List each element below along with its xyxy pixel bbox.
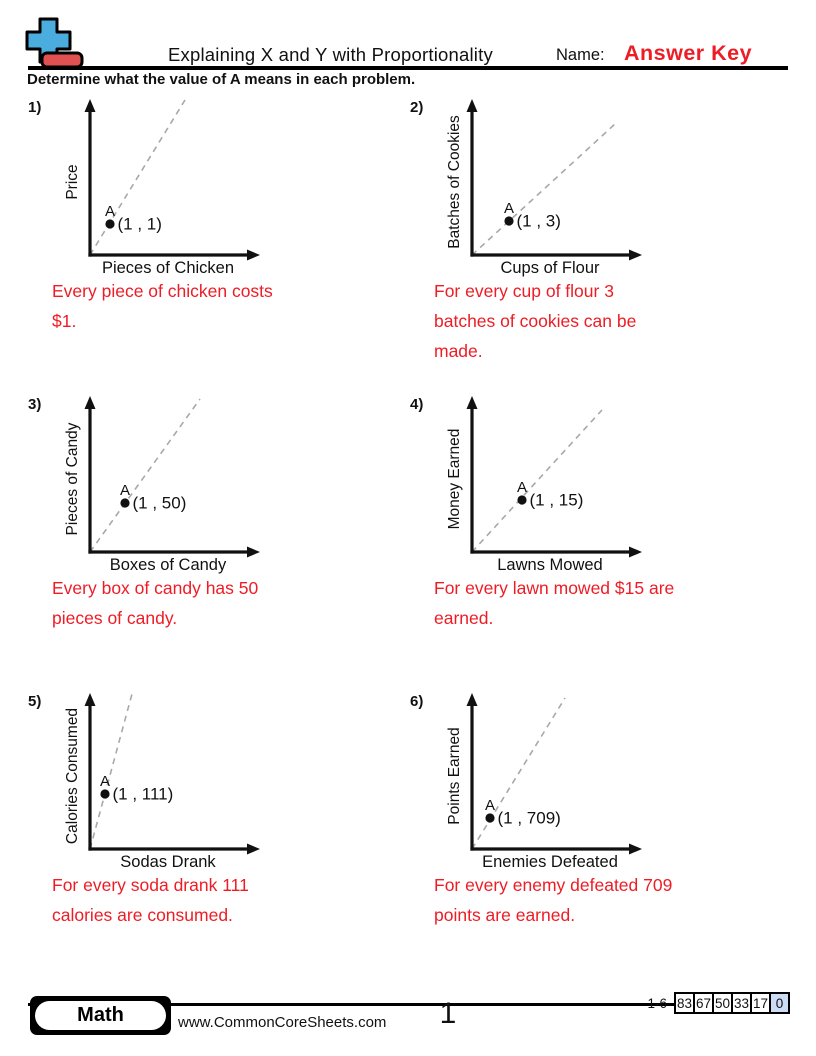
y-axis-arrow-icon bbox=[84, 99, 96, 112]
score-cell-33: 33 bbox=[731, 992, 752, 1014]
problem-2: 2) A (1 , 3) Cups of Flour Batches of Cookie… bbox=[410, 96, 786, 388]
answer-text: For every cup of flour 3 batches of cook… bbox=[434, 281, 637, 361]
x-axis-arrow-icon bbox=[247, 249, 260, 261]
instructions-text: Determine what the value of A means in e… bbox=[27, 71, 416, 88]
subject-badge-label: Math bbox=[35, 1001, 166, 1030]
point-coordinates: (1 , 111) bbox=[113, 785, 174, 804]
problems-grid: 1) A (1 , 1) Pieces of Chicken Price Every pi… bbox=[28, 96, 786, 982]
proportionality-graph: A(1 , 111) Sodas Drank Calories Consumed bbox=[64, 693, 260, 871]
y-axis-label: Calories Consumed bbox=[64, 708, 81, 844]
x-axis-label: Boxes of Candy bbox=[110, 556, 227, 574]
minus-icon bbox=[40, 51, 84, 69]
subject-badge: Math bbox=[30, 996, 171, 1035]
point-a-dot bbox=[100, 789, 110, 799]
score-cell-17: 17 bbox=[750, 992, 771, 1014]
problem-number: 4) bbox=[410, 396, 424, 413]
page-title: Explaining X and Y with Proportionality bbox=[168, 44, 493, 65]
answer-text: Every box of candy has 50 pieces of cand… bbox=[52, 578, 259, 628]
point-a-dot bbox=[120, 498, 130, 508]
answer-key-text: Answer Key bbox=[624, 41, 753, 65]
header-divider bbox=[28, 66, 788, 70]
answer-text: For every enemy defeated 709 points are … bbox=[434, 875, 673, 925]
x-axis-arrow-icon bbox=[629, 546, 642, 558]
problem-1: 1) A (1 , 1) Pieces of Chicken Price Every pi… bbox=[28, 96, 404, 388]
y-axis-arrow-icon bbox=[466, 693, 478, 706]
y-axis-label: Money Earned bbox=[446, 429, 463, 530]
x-axis-arrow-icon bbox=[247, 546, 260, 558]
x-axis-arrow-icon bbox=[247, 843, 260, 855]
proportionality-graph: A(1 , 709) Enemies Defeated Points Earned bbox=[446, 693, 642, 871]
x-axis-label: Sodas Drank bbox=[120, 853, 216, 871]
x-axis-arrow-icon bbox=[629, 249, 642, 261]
proportional-dashed-line bbox=[89, 99, 186, 256]
score-cell-0: 0 bbox=[769, 992, 790, 1014]
point-a-label: A bbox=[517, 479, 527, 496]
name-label: Name: bbox=[556, 46, 605, 64]
answer-text: For every lawn mowed $15 are earned. bbox=[434, 578, 675, 628]
website-text: www.CommonCoreSheets.com bbox=[178, 1014, 387, 1031]
problem-3: 3) A (1 , 50) Boxes of Candy Pieces of Candy… bbox=[28, 393, 404, 685]
y-axis-arrow-icon bbox=[466, 396, 478, 409]
problem-4: 4) A (1 , 15) Lawns Mowed Money Earned For ev… bbox=[410, 393, 786, 685]
footer-divider bbox=[28, 1003, 788, 1006]
problem-number: 1) bbox=[28, 99, 42, 116]
proportional-dashed-line bbox=[471, 409, 603, 553]
problem-number: 5) bbox=[28, 693, 42, 710]
answer-text: For every soda drank 111 calories are co… bbox=[52, 875, 249, 925]
y-axis-label: Price bbox=[64, 164, 81, 199]
answer-text: Every piece of chicken costs $1. bbox=[52, 281, 273, 331]
x-axis-label: Pieces of Chicken bbox=[102, 259, 234, 277]
score-cells: 83 67 50 33 17 0 bbox=[674, 992, 790, 1014]
proportional-dashed-line bbox=[89, 398, 201, 553]
y-axis-arrow-icon bbox=[466, 99, 478, 112]
score-table: 1-6 83 67 50 33 17 0 bbox=[647, 992, 790, 1014]
score-cell-83: 83 bbox=[674, 992, 695, 1014]
point-a-dot bbox=[105, 219, 115, 229]
commoncoresheets-logo bbox=[25, 17, 84, 69]
problem-6: 6) A (1 , 709) Enemies Defeated Points Earne… bbox=[410, 690, 786, 982]
y-axis-arrow-icon bbox=[84, 693, 96, 706]
point-coordinates: (1 , 15) bbox=[530, 491, 584, 510]
point-a-label: A bbox=[485, 797, 495, 814]
point-a-label: A bbox=[504, 200, 514, 217]
page-number: 1 bbox=[439, 997, 457, 1030]
y-axis-label: Points Earned bbox=[446, 727, 463, 824]
x-axis-arrow-icon bbox=[629, 843, 642, 855]
point-a-label: A bbox=[105, 203, 115, 220]
point-a-dot bbox=[485, 813, 495, 823]
problem-number: 6) bbox=[410, 693, 424, 710]
point-a-label: A bbox=[100, 773, 110, 790]
x-axis-label: Lawns Mowed bbox=[497, 556, 602, 574]
proportionality-graph: A(1 , 50) Boxes of Candy Pieces of Candy bbox=[64, 396, 260, 574]
point-a-dot bbox=[504, 216, 514, 226]
proportional-dashed-line bbox=[89, 693, 133, 850]
problem-number: 3) bbox=[28, 396, 42, 413]
point-coordinates: (1 , 709) bbox=[498, 809, 561, 828]
y-axis-arrow-icon bbox=[84, 396, 96, 409]
point-a-label: A bbox=[120, 482, 130, 499]
proportional-dashed-line bbox=[471, 697, 566, 850]
score-cell-50: 50 bbox=[712, 992, 733, 1014]
point-coordinates: (1 , 50) bbox=[133, 494, 187, 513]
problem-5: 5) A (1 , 111) Sodas Drank Calories Consumed… bbox=[28, 690, 404, 982]
proportionality-graph: A(1 , 1) Pieces of Chicken Price bbox=[64, 99, 260, 277]
y-axis-label: Batches of Cookies bbox=[446, 115, 463, 249]
point-a-dot bbox=[517, 495, 527, 505]
point-coordinates: (1 , 3) bbox=[517, 212, 561, 231]
point-coordinates: (1 , 1) bbox=[118, 215, 162, 234]
proportionality-graph: A(1 , 3) Cups of Flour Batches of Cookies bbox=[446, 99, 642, 277]
x-axis-label: Enemies Defeated bbox=[482, 853, 618, 871]
x-axis-label: Cups of Flour bbox=[500, 259, 600, 277]
problem-number: 2) bbox=[410, 99, 424, 116]
score-range-label: 1-6 bbox=[647, 995, 667, 1011]
proportionality-graph: A(1 , 15) Lawns Mowed Money Earned bbox=[446, 396, 642, 574]
score-cell-67: 67 bbox=[693, 992, 714, 1014]
y-axis-label: Pieces of Candy bbox=[64, 422, 81, 535]
proportional-dashed-line bbox=[471, 123, 616, 256]
